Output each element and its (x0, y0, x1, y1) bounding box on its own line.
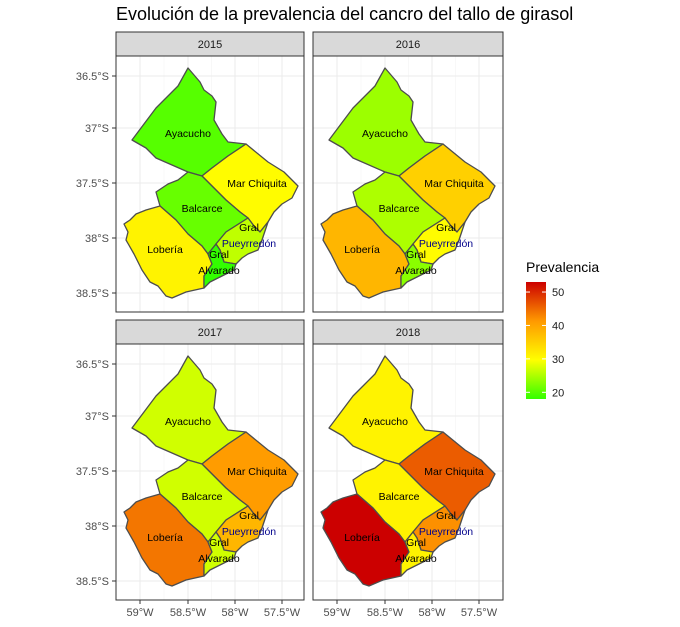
x-tick-label: 57.5°W (264, 607, 301, 619)
region-loberia-2018 (320, 493, 410, 587)
region-label-ayacucho: Ayacucho (362, 128, 408, 140)
region-label-gral-pueyrredon: Gral (239, 222, 259, 234)
region-label-gral-pueyrredon: Pueyrredón (222, 526, 276, 538)
y-axis-2017: 36.5°S 37°S 37.5°S 38°S 38.5°S (76, 359, 116, 588)
region-label-loberia: Lobería (344, 532, 380, 544)
region-label-loberia: Lobería (147, 244, 183, 256)
x-axis-2018: 59°W 58.5°W 58°W 57.5°W (323, 600, 498, 619)
region-label-balcarce: Balcarce (182, 491, 223, 503)
x-tick-label: 59°W (126, 607, 154, 619)
region-label-gral-alvarado: Gral (406, 537, 426, 549)
regions-2017 (123, 355, 299, 587)
regions-2016 (320, 67, 496, 299)
y-tick-label: 37.5°S (76, 178, 109, 190)
region-label-ayacucho: Ayacucho (362, 416, 408, 428)
panel-border (312, 343, 504, 601)
region-label-gral-alvarado: Alvarado (395, 553, 437, 565)
regions-2015 (123, 67, 299, 299)
legend-colorbar (526, 282, 546, 399)
facet-strip-2018 (312, 319, 504, 345)
region-label-gral-alvarado: Alvarado (198, 553, 240, 565)
y-tick-label: 36.5°S (76, 359, 109, 371)
facet-strip-label-2016: 2016 (396, 39, 420, 51)
x-axis-2017: 59°W 58.5°W 58°W 57.5°W (126, 600, 301, 619)
region-label-mar-chiquita: Mar Chiquita (424, 466, 484, 478)
y-tick-label: 37°S (85, 123, 109, 135)
region-loberia-2015 (123, 205, 213, 299)
y-tick-label: 38°S (85, 521, 109, 533)
region-label-ayacucho: Ayacucho (165, 416, 211, 428)
y-tick-label: 38.5°S (76, 576, 109, 588)
region-label-gral-pueyrredon: Pueyrredón (419, 526, 473, 538)
chart-title: Evolución de la prevalencia del cancro d… (116, 4, 573, 24)
legend-label: 20 (552, 387, 564, 399)
facet-panel-2015: 2015 Ayacucho Mar Chiquita Balcarce Lobería G… (76, 31, 305, 313)
x-tick-label: 59°W (323, 607, 351, 619)
y-tick-label: 37°S (85, 411, 109, 423)
x-tick-label: 58.5°W (367, 607, 404, 619)
facet-panels: 2015 Ayacucho Mar Chiquita Balcarce Lobería G… (76, 31, 504, 619)
x-tick-label: 58°W (418, 607, 446, 619)
facet-panel-2016: 2016 Ayacucho Mar Chiquita Balcarce Lobería G… (312, 31, 504, 313)
facet-strip-label-2017: 2017 (198, 327, 222, 339)
region-label-mar-chiquita: Mar Chiquita (424, 178, 484, 190)
y-tick-label: 38°S (85, 233, 109, 245)
region-label-balcarce: Balcarce (182, 203, 223, 215)
region-gral-alvarado-2016 (400, 243, 434, 289)
region-label-gral-alvarado: Alvarado (198, 265, 240, 277)
region-label-gral-pueyrredon: Gral (239, 510, 259, 522)
legend-label: 40 (552, 320, 564, 332)
legend: Prevalencia 20 30 40 50 (526, 259, 599, 399)
legend-label: 50 (552, 287, 564, 299)
region-label-gral-pueyrredon: Gral (436, 510, 456, 522)
region-gral-alvarado-2018 (400, 531, 434, 577)
legend-title: Prevalencia (526, 259, 599, 275)
panel-border (115, 55, 305, 313)
region-label-gral-alvarado: Gral (209, 249, 229, 261)
region-label-ayacucho: Ayacucho (165, 128, 211, 140)
facet-strip-2017 (115, 319, 305, 345)
region-label-balcarce: Balcarce (379, 491, 420, 503)
facet-panel-2017: 2017 Ayacucho Mar Chiquita Balcarce Lobería G… (76, 319, 305, 619)
facet-strip-label-2018: 2018 (396, 327, 420, 339)
y-tick-label: 36.5°S (76, 71, 109, 83)
regions-2018 (320, 355, 496, 587)
facet-strip-label-2015: 2015 (198, 39, 222, 51)
region-label-balcarce: Balcarce (379, 203, 420, 215)
region-label-gral-pueyrredon: Pueyrredón (222, 238, 276, 250)
region-label-mar-chiquita: Mar Chiquita (227, 178, 287, 190)
x-tick-label: 57.5°W (461, 607, 498, 619)
region-label-mar-chiquita: Mar Chiquita (227, 466, 287, 478)
region-label-loberia: Lobería (147, 532, 183, 544)
y-tick-label: 38.5°S (76, 288, 109, 300)
x-tick-label: 58°W (221, 607, 249, 619)
region-label-gral-pueyrredon: Gral (436, 222, 456, 234)
region-label-loberia: Lobería (344, 244, 380, 256)
region-loberia-2017 (123, 493, 213, 587)
facet-strip-2015 (115, 31, 305, 57)
region-gral-alvarado-2017 (203, 531, 237, 577)
panel-border (115, 343, 305, 601)
region-label-gral-alvarado: Gral (209, 537, 229, 549)
legend-label: 30 (552, 354, 564, 366)
region-loberia-2016 (320, 205, 410, 299)
panel-border (312, 55, 504, 313)
facet-panel-2018: 2018 Ayacucho Mar Chiquita Balcarce Lobería G… (312, 319, 504, 619)
y-axis-2015: 36.5°S 37°S 37.5°S 38°S 38.5°S (76, 71, 116, 300)
region-label-gral-alvarado: Gral (406, 249, 426, 261)
y-tick-label: 37.5°S (76, 466, 109, 478)
region-label-gral-alvarado: Alvarado (395, 265, 437, 277)
facet-strip-2016 (312, 31, 504, 57)
region-label-gral-pueyrredon: Pueyrredón (419, 238, 473, 250)
region-gral-alvarado-2015 (203, 243, 237, 289)
x-tick-label: 58.5°W (170, 607, 207, 619)
